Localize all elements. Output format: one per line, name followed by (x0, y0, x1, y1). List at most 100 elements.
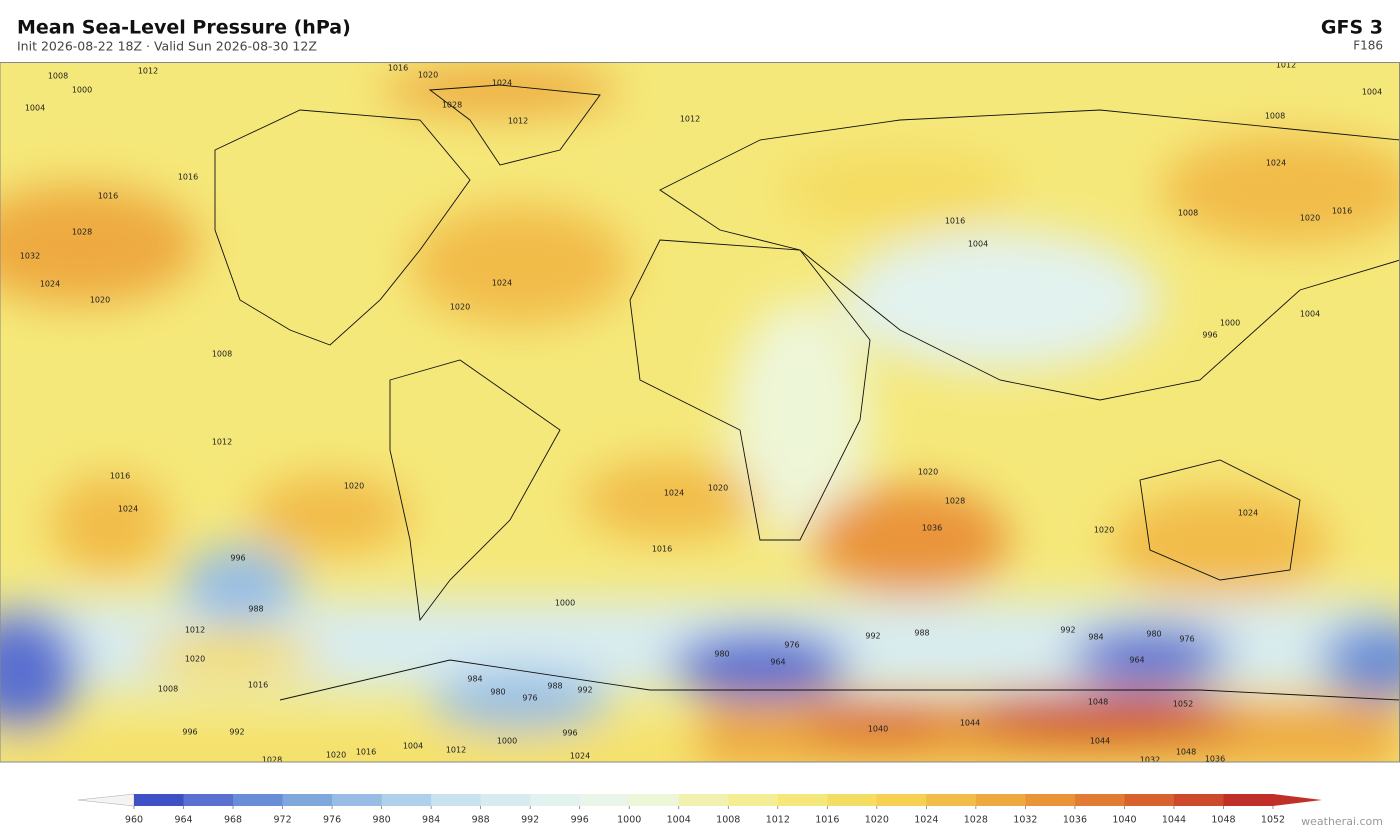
colorbar-label: 1020 (865, 815, 889, 826)
colorbar-label: 1012 (766, 815, 790, 826)
contour-label: 1036 (922, 524, 942, 533)
colorbar-label: 984 (422, 815, 440, 826)
colorbar-bin (876, 794, 927, 806)
colorbar-label: 1036 (1063, 815, 1087, 826)
contour-label: 996 (230, 554, 245, 563)
credit: weatherai.com (1301, 815, 1383, 828)
colorbar-label: 1044 (1162, 815, 1186, 826)
colorbar-label: 1024 (914, 815, 938, 826)
contour-label: 1020 (1300, 214, 1320, 223)
colorbar-bin (827, 794, 878, 806)
contour-label: 1020 (185, 655, 205, 664)
colorbar-label: 1040 (1112, 815, 1136, 826)
contour-label: 992 (229, 728, 244, 737)
colorbar-label: 972 (273, 815, 291, 826)
contour-label: 1016 (945, 217, 965, 226)
contour-label: 1008 (48, 72, 68, 81)
colorbar-label: 1032 (1013, 815, 1037, 826)
contour-label: 992 (865, 632, 880, 641)
contour-label: 1032 (1140, 756, 1160, 765)
contour-label: 964 (1129, 656, 1144, 665)
coastlines (214, 84, 1400, 701)
contour-label: 1012 (1276, 61, 1296, 70)
contour-label: 1020 (418, 71, 438, 80)
contour-label: 1044 (1090, 737, 1110, 746)
colorbar-bin (1223, 794, 1274, 806)
colorbar-label: 988 (472, 815, 490, 826)
contour-label: 1020 (326, 751, 346, 760)
contour-label: 1024 (40, 280, 60, 289)
colorbar-bin (134, 794, 185, 806)
contour-label: 1020 (344, 482, 364, 491)
contour-label: 1020 (1094, 526, 1114, 535)
colorbar-label: 960 (125, 815, 143, 826)
contour-label: 1004 (25, 104, 45, 113)
contour-label: 976 (784, 641, 799, 650)
contour-label: 1028 (262, 756, 282, 765)
colorbar-bin (480, 794, 531, 806)
contour-label: 1000 (497, 737, 517, 746)
colorbar-label: 1016 (815, 815, 839, 826)
colorbar-bin (1124, 794, 1175, 806)
colorbar-bin (678, 794, 729, 806)
colorbar-label: 1028 (964, 815, 988, 826)
colorbar-bin (728, 794, 779, 806)
contour-label: 976 (1179, 635, 1194, 644)
colorbar-bin (579, 794, 630, 806)
contour-label: 1012 (446, 746, 466, 755)
colorbar-bin (381, 794, 432, 806)
colorbar-label: 1008 (716, 815, 740, 826)
contour-label: 1012 (138, 67, 158, 76)
contour-label: 984 (467, 675, 482, 684)
colorbar-bin (332, 794, 383, 806)
contour-label: 1028 (72, 228, 92, 237)
contour-label: 976 (522, 694, 537, 703)
colorbar-bin (926, 794, 977, 806)
colorbar-bin (1173, 794, 1224, 806)
colorbar-label: 1004 (667, 815, 691, 826)
contour-label: 1044 (960, 719, 980, 728)
contour-label: 996 (182, 728, 197, 737)
colorbar: 960 964 968 972 976 980 984 988 992 996 1000 1004 10… (77, 793, 1322, 826)
colorbar-bin (183, 794, 234, 806)
contour-label: 980 (490, 688, 505, 697)
contour-label: 992 (577, 686, 592, 695)
contour-label: 1024 (118, 505, 138, 514)
contour-label: 980 (1146, 630, 1161, 639)
contour-label: 1024 (1238, 509, 1258, 518)
colorbar-bin (1025, 794, 1076, 806)
colorbar-under (77, 793, 135, 807)
contour-label: 1020 (450, 303, 470, 312)
subtitle: Init 2026-08-22 18Z · Valid Sun 2026-08-… (17, 39, 317, 54)
contour-label: 1048 (1176, 748, 1196, 757)
model-name: GFS 3 (1321, 17, 1383, 39)
contour-label: 1028 (945, 497, 965, 506)
colorbar-bin (975, 794, 1026, 806)
contour-label: 1020 (918, 468, 938, 477)
contour-label: 996 (562, 729, 577, 738)
contour-label: 1024 (570, 752, 590, 761)
contour-label: 1008 (1178, 209, 1198, 218)
contour-label: 1008 (212, 350, 232, 359)
colorbar-label: 980 (373, 815, 391, 826)
contour-label: 1016 (98, 192, 118, 201)
contour-label: 1000 (1220, 319, 1240, 328)
colorbar-over (1273, 794, 1322, 806)
contour-label: 1004 (1362, 88, 1382, 97)
colorbar-bin (530, 794, 581, 806)
contour-label: 1000 (72, 86, 92, 95)
pressure-field: 1008 1012 1016 1020 1024 1028 1012 1012 1004 1000… (0, 61, 1400, 765)
contour-label: 1012 (680, 115, 700, 124)
contour-label: 1004 (968, 240, 988, 249)
contour-label: 1016 (110, 472, 130, 481)
contour-label: 988 (248, 605, 263, 614)
contour-label: 1024 (492, 279, 512, 288)
contour-label: 1016 (178, 173, 198, 182)
contour-label: 988 (547, 682, 562, 691)
contour-label: 1000 (555, 599, 575, 608)
colorbar-bin (1074, 794, 1125, 806)
contour-label: 1012 (185, 626, 205, 635)
colorbar-label: 976 (323, 815, 341, 826)
